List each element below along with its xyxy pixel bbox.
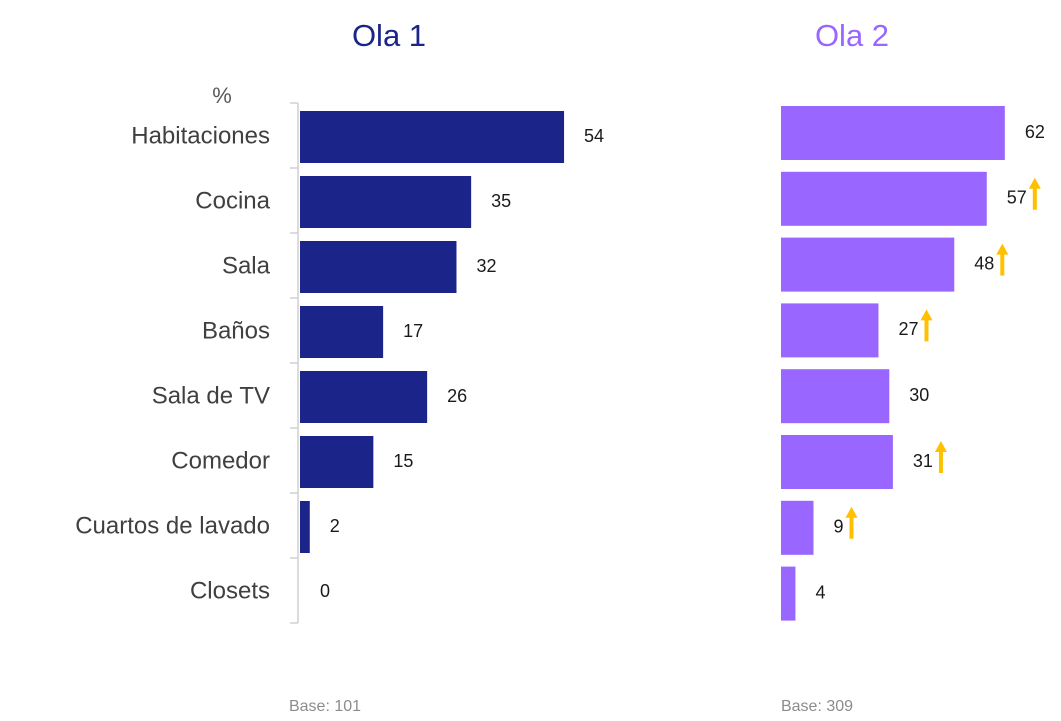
bar xyxy=(300,241,457,293)
value-label: 48 xyxy=(974,253,994,273)
bar xyxy=(300,306,384,358)
footnote: Base: 309 xyxy=(781,698,853,715)
chart-title: Ola 1 xyxy=(352,18,426,53)
category-label: Sala de TV xyxy=(152,382,270,409)
significance-arrow xyxy=(1028,177,1041,210)
significance-arrow xyxy=(920,309,933,342)
category-label: Baños xyxy=(202,317,270,344)
bar xyxy=(781,106,1005,160)
value-label: 30 xyxy=(909,385,929,405)
bar xyxy=(300,176,472,228)
bar xyxy=(300,111,565,163)
value-label: 0 xyxy=(320,581,330,601)
significance-arrow xyxy=(996,243,1009,276)
value-label: 31 xyxy=(913,451,933,471)
bar xyxy=(781,435,893,489)
value-label: 26 xyxy=(447,386,467,406)
bar xyxy=(781,369,890,424)
category-label: Habitaciones xyxy=(131,122,270,149)
value-label: 9 xyxy=(833,517,843,537)
value-label: 15 xyxy=(393,451,413,471)
category-label: Comedor xyxy=(171,447,270,474)
significance-arrow xyxy=(845,506,858,539)
bar xyxy=(781,303,879,358)
value-label: 35 xyxy=(491,191,511,211)
value-label: 57 xyxy=(1007,188,1027,208)
bar xyxy=(300,371,428,423)
bar xyxy=(781,500,814,555)
value-label: 32 xyxy=(476,256,496,276)
category-label: Closets xyxy=(190,577,270,604)
value-label: 62 xyxy=(1025,122,1045,142)
value-label: 4 xyxy=(815,582,825,602)
category-label: Sala xyxy=(222,252,271,279)
value-label: 17 xyxy=(403,321,423,341)
bar xyxy=(781,237,955,292)
value-label: 54 xyxy=(584,126,604,146)
category-label: Cocina xyxy=(195,187,270,214)
value-label: 27 xyxy=(898,319,918,339)
bar xyxy=(300,501,310,553)
bar xyxy=(781,566,796,621)
footnote: Base: 101 xyxy=(289,698,361,715)
bar xyxy=(781,171,987,226)
value-label: 2 xyxy=(330,516,340,536)
unit-label: % xyxy=(212,83,232,108)
significance-arrow xyxy=(934,441,947,473)
bar xyxy=(300,436,374,488)
category-label: Cuartos de lavado xyxy=(75,512,270,539)
chart-title: Ola 2 xyxy=(815,18,889,53)
